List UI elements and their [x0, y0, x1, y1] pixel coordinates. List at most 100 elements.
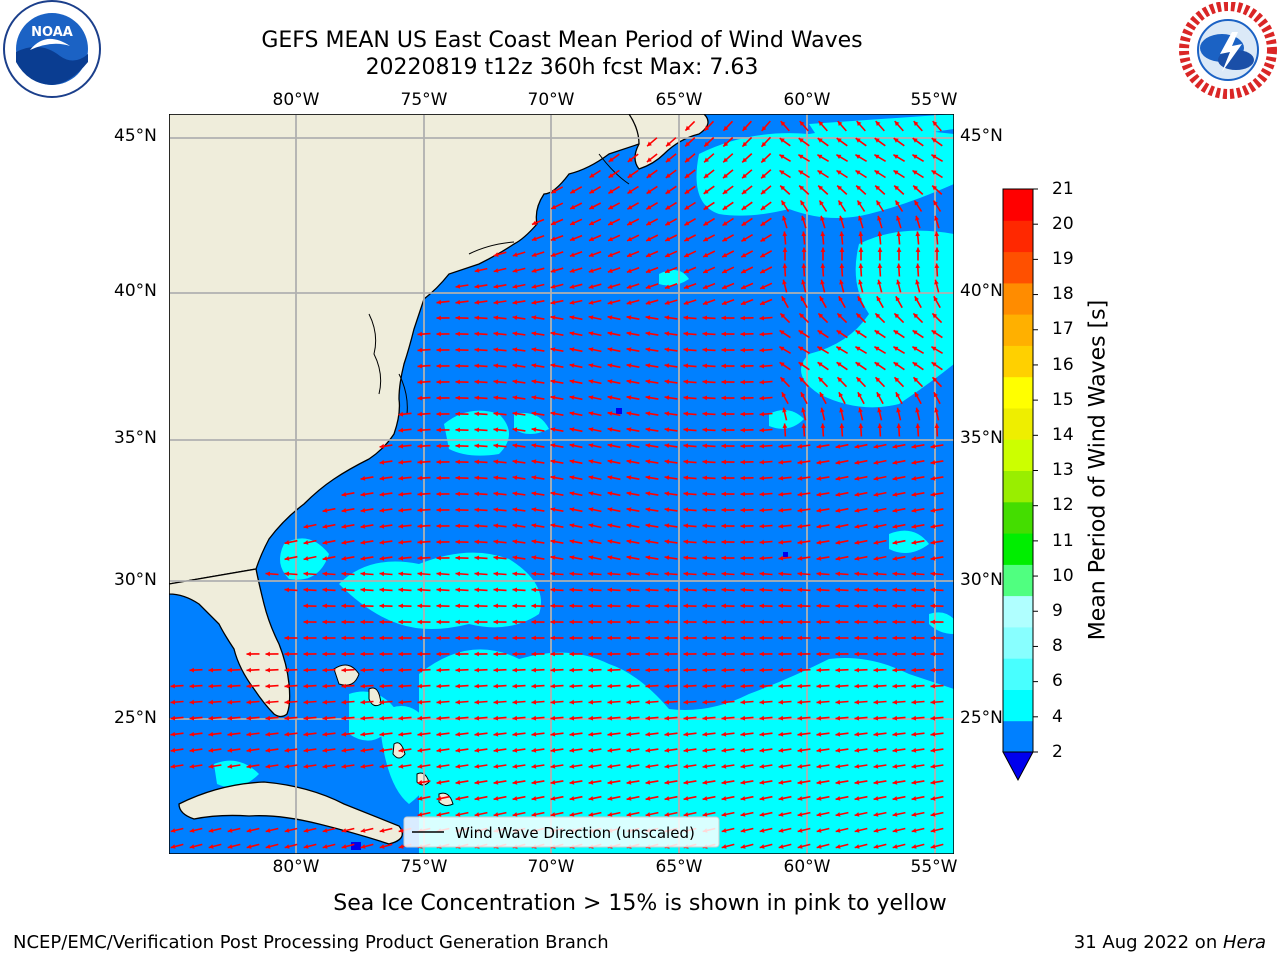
wave-direction-arrow: [627, 153, 639, 163]
wave-direction-arrow: [588, 731, 602, 737]
wave-direction-arrow: [436, 299, 450, 305]
wave-direction-arrow: [246, 747, 260, 753]
wave-direction-arrow: [569, 299, 583, 305]
wave-direction-arrow: [626, 315, 640, 320]
wave-direction-arrow: [664, 395, 678, 401]
wave-direction-arrow: [493, 523, 507, 529]
wave-direction-arrow: [797, 795, 811, 801]
wave-direction-arrow: [797, 154, 811, 162]
wave-direction-arrow: [912, 312, 924, 324]
wave-direction-arrow: [931, 185, 943, 195]
wave-direction-arrow: [782, 231, 788, 245]
colorbar-label: Mean Period of Wind Waves [s]: [1085, 299, 1111, 641]
wave-direction-arrow: [493, 267, 507, 273]
wave-direction-arrow: [284, 715, 298, 721]
wave-direction-arrow: [855, 169, 867, 179]
wave-direction-arrow: [512, 603, 526, 609]
wave-direction-arrow: [759, 811, 773, 817]
wave-direction-arrow: [896, 263, 902, 277]
wave-direction-arrow: [607, 218, 621, 226]
wave-direction-arrow: [816, 699, 830, 705]
wave-direction-arrow: [626, 491, 640, 496]
wave-direction-arrow: [588, 587, 602, 593]
wave-direction-arrow: [914, 391, 922, 405]
wave-direction-arrow: [798, 376, 810, 388]
wave-direction-arrow: [839, 423, 845, 437]
wave-direction-arrow: [455, 747, 469, 753]
wave-direction-arrow: [930, 780, 944, 785]
wave-direction-arrow: [493, 507, 507, 513]
wave-direction-arrow: [360, 747, 374, 753]
wave-direction-arrow: [455, 683, 469, 689]
wave-direction-arrow: [550, 475, 564, 480]
wave-direction-arrow: [607, 539, 621, 545]
wave-direction-arrow: [797, 827, 811, 833]
footer-date: 31 Aug 2022 on Hera: [1074, 932, 1266, 953]
wave-direction-arrow: [645, 475, 659, 480]
wave-direction-arrow: [512, 267, 526, 273]
wave-direction-arrow: [379, 443, 393, 449]
wave-direction-arrow: [930, 811, 944, 817]
colorbar-block: [1003, 689, 1033, 722]
wave-direction-arrow: [778, 619, 792, 625]
wave-direction-arrow: [626, 427, 640, 432]
wave-direction-arrow: [531, 523, 545, 528]
colorbar-block: [1003, 251, 1033, 284]
nws-logo: [1179, 2, 1277, 99]
wave-direction-arrow: [569, 475, 583, 481]
wave-direction-arrow: [626, 603, 640, 609]
wave-direction-arrow: [873, 555, 887, 561]
wave-direction-arrow: [645, 699, 659, 705]
wave-direction-arrow: [588, 299, 602, 305]
wave-direction-arrow: [607, 475, 621, 481]
wave-direction-arrow: [531, 235, 545, 241]
wave-direction-arrow: [854, 795, 868, 801]
wave-direction-arrow: [664, 331, 678, 337]
colorbar-tick-label: 10: [1052, 566, 1074, 586]
wave-direction-arrow: [626, 587, 640, 593]
wave-direction-arrow: [265, 651, 279, 657]
wave-direction-arrow: [816, 476, 830, 481]
wave-direction-arrow: [474, 331, 488, 337]
lon-tick-top: 75°W: [400, 90, 448, 110]
wave-direction-arrow: [189, 683, 203, 689]
wave-direction-arrow: [759, 379, 773, 385]
wave-direction-arrow: [512, 300, 526, 305]
wave-direction-arrow: [531, 780, 545, 785]
wave-direction-arrow: [646, 153, 658, 163]
wave-direction-arrow: [550, 523, 564, 528]
wave-direction-arrow: [759, 619, 773, 625]
footer-machine: Hera: [1222, 932, 1266, 953]
wave-direction-arrow: [702, 764, 716, 769]
wave-direction-arrow: [626, 539, 640, 544]
wave-direction-arrow: [474, 571, 488, 577]
wave-direction-arrow: [512, 571, 526, 577]
wave-direction-arrow: [303, 523, 317, 529]
wave-direction-arrow: [284, 699, 298, 705]
wave-direction-arrow: [816, 811, 830, 817]
wave-direction-arrow: [664, 347, 678, 353]
wave-direction-arrow: [760, 217, 772, 227]
wave-direction-arrow: [683, 443, 697, 449]
wave-direction-arrow: [455, 619, 469, 625]
wave-direction-arrow: [721, 747, 735, 753]
wave-direction-arrow: [493, 411, 507, 417]
wave-direction-arrow: [875, 120, 885, 132]
wave-direction-arrow: [740, 587, 754, 593]
wave-direction-arrow: [801, 279, 807, 293]
wave-direction-arrow: [398, 507, 412, 513]
wave-direction-arrow: [759, 667, 773, 673]
wave-direction-arrow: [664, 635, 678, 641]
wave-direction-arrow: [474, 379, 488, 385]
wave-direction-arrow: [759, 555, 773, 561]
wave-direction-arrow: [683, 667, 697, 673]
wave-direction-arrow: [877, 247, 883, 261]
wave-direction-arrow: [474, 651, 488, 657]
wave-direction-arrow: [683, 780, 697, 785]
wave-direction-arrow: [781, 391, 789, 405]
wave-direction-arrow: [284, 731, 298, 737]
wave-direction-arrow: [665, 153, 677, 163]
wave-direction-arrow: [835, 619, 849, 625]
wave-direction-arrow: [512, 651, 526, 657]
wave-direction-arrow: [379, 764, 393, 769]
